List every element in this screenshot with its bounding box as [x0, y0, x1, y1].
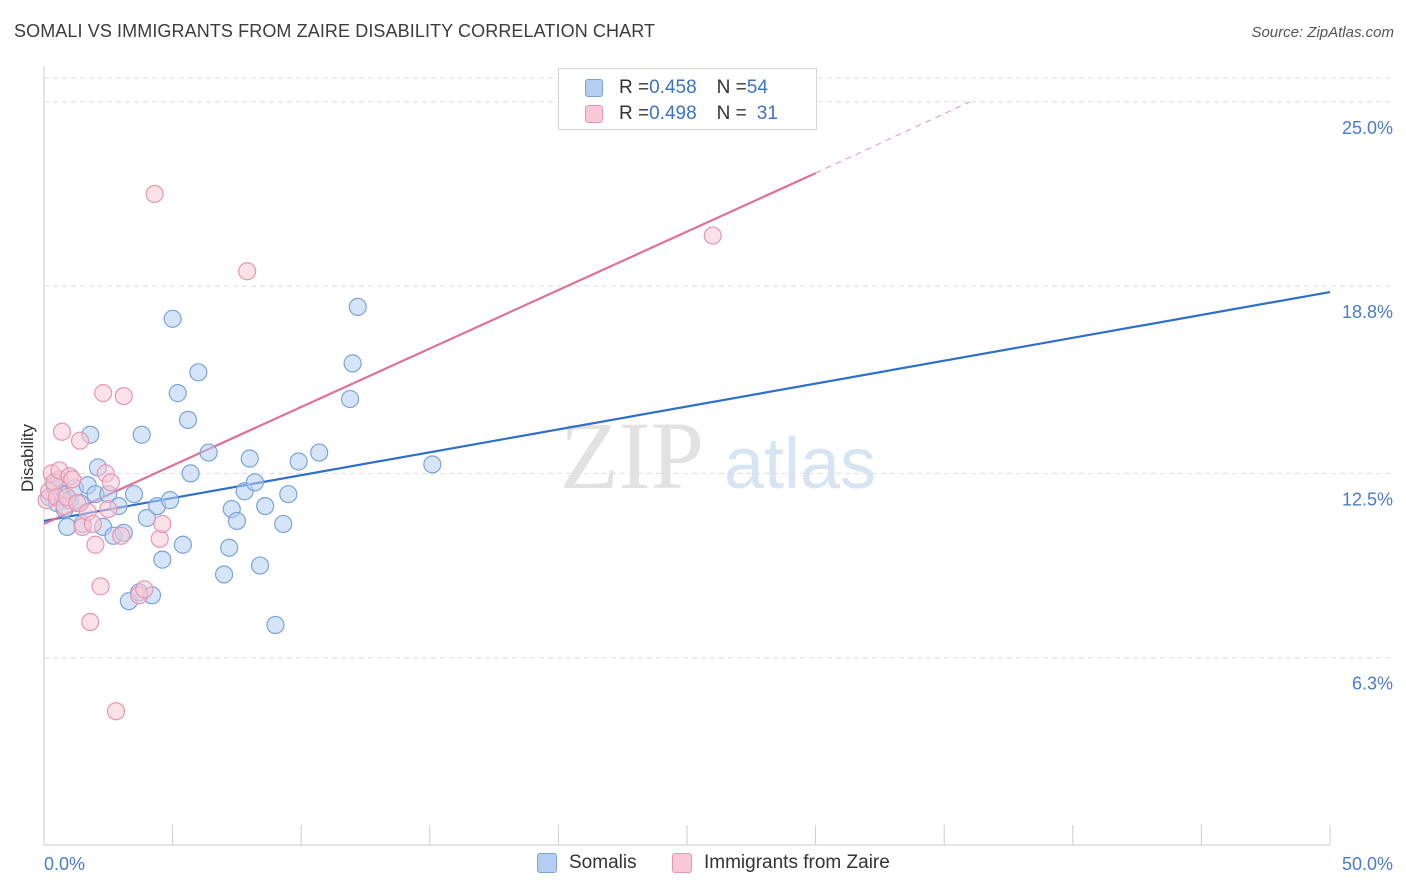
- somalis-swatch: [585, 79, 603, 97]
- watermark: ZIP atlas: [560, 402, 876, 509]
- grid-lines: [44, 77, 1392, 659]
- n-value: 54: [746, 77, 768, 98]
- somali-point[interactable]: [163, 309, 182, 328]
- somali-point[interactable]: [240, 449, 259, 468]
- zaire-point[interactable]: [112, 526, 131, 545]
- somali-point[interactable]: [348, 297, 367, 317]
- somali-point[interactable]: [178, 410, 198, 429]
- axis-labels: 6.3% 12.5% 18.8% 25.0% 0.0% 50.0% Disability: [18, 118, 1393, 874]
- somalis-legend-swatch: [537, 853, 557, 873]
- legend-label-zaire: Immigrants from Zaire: [704, 852, 890, 873]
- legend-item-zaire[interactable]: Immigrants from Zaire: [672, 852, 890, 874]
- zaire-point[interactable]: [106, 702, 126, 721]
- r-value: 0.498: [649, 103, 697, 124]
- chart-legend: Somalis Immigrants from Zaire: [0, 850, 1406, 878]
- somali-point[interactable]: [173, 535, 192, 554]
- x-tick-label-min: 0.0%: [44, 854, 85, 874]
- n-value: 31: [756, 103, 778, 124]
- zaire-point[interactable]: [52, 422, 72, 441]
- x-tick-label-max: 50.0%: [1342, 854, 1393, 874]
- data-points: [37, 184, 722, 721]
- zaire-swatch: [585, 105, 603, 123]
- watermark-zip: ZIP: [560, 402, 704, 509]
- legend-item-somalis[interactable]: Somalis: [537, 852, 637, 874]
- somali-point[interactable]: [256, 496, 275, 516]
- somali-point[interactable]: [58, 517, 77, 537]
- y-axis-title: Disability: [18, 423, 37, 492]
- n-label: N =: [716, 77, 747, 98]
- somali-point[interactable]: [199, 443, 218, 462]
- r-label: R =: [619, 103, 650, 124]
- y-tick-label: 6.3%: [1352, 674, 1393, 694]
- zaire-point[interactable]: [135, 580, 154, 599]
- watermark-atlas: atlas: [724, 424, 876, 504]
- zaire-point[interactable]: [91, 577, 110, 596]
- zaire-legend-swatch: [672, 853, 692, 873]
- zaire-point[interactable]: [94, 384, 113, 403]
- axes: [43, 66, 1331, 846]
- somali-point[interactable]: [274, 514, 293, 534]
- zaire-point[interactable]: [150, 529, 169, 548]
- somali-point[interactable]: [153, 550, 172, 569]
- somali-point[interactable]: [137, 508, 156, 528]
- zaire-point[interactable]: [238, 262, 257, 281]
- somali-point[interactable]: [245, 473, 265, 492]
- zaire-point[interactable]: [145, 184, 164, 204]
- zaire-point[interactable]: [86, 535, 105, 554]
- somali-point[interactable]: [124, 485, 144, 504]
- r-value: 0.458: [649, 77, 697, 98]
- somali-point[interactable]: [227, 511, 246, 531]
- somali-point[interactable]: [250, 556, 270, 575]
- stats-row-zaire: R = 0.498 N = 31: [585, 103, 778, 125]
- r-label: R =: [619, 77, 650, 98]
- somali-point[interactable]: [279, 485, 298, 504]
- y-tick-label: 12.5%: [1342, 489, 1393, 509]
- legend-label-somalis: Somalis: [569, 852, 637, 873]
- zaire-point[interactable]: [153, 514, 172, 534]
- somali-point[interactable]: [266, 615, 285, 635]
- zaire-trend-line: [43, 172, 817, 525]
- somali-point[interactable]: [168, 384, 187, 403]
- somali-point[interactable]: [343, 354, 362, 373]
- zaire-trend-extension: [815, 101, 971, 174]
- zaire-point[interactable]: [63, 470, 82, 489]
- somali-point[interactable]: [220, 538, 239, 557]
- somali-point[interactable]: [423, 455, 442, 474]
- somali-point[interactable]: [160, 491, 180, 510]
- stats-legend-box: R = 0.458 N = 54 R = 0.498 N = 31: [558, 68, 817, 130]
- n-label: N =: [716, 103, 747, 124]
- chart-source: Source: ZipAtlas.com: [1251, 24, 1394, 41]
- somali-point[interactable]: [340, 389, 360, 409]
- chart-title: SOMALI VS IMMIGRANTS FROM ZAIRE DISABILI…: [14, 21, 656, 41]
- zaire-point[interactable]: [83, 514, 102, 534]
- somali-point[interactable]: [189, 363, 208, 382]
- zaire-point[interactable]: [703, 226, 722, 245]
- zaire-point[interactable]: [99, 499, 118, 519]
- somali-point[interactable]: [310, 443, 329, 462]
- somali-point[interactable]: [132, 425, 151, 444]
- somali-point[interactable]: [289, 452, 308, 471]
- stats-row-somalis: R = 0.458 N = 54: [585, 77, 768, 99]
- somali-point[interactable]: [181, 464, 200, 483]
- y-tick-label: 25.0%: [1342, 118, 1393, 138]
- y-tick-label: 18.8%: [1342, 302, 1393, 322]
- zaire-point[interactable]: [81, 612, 100, 632]
- zaire-point[interactable]: [70, 431, 90, 450]
- zaire-point[interactable]: [114, 386, 133, 406]
- somali-point[interactable]: [214, 565, 234, 584]
- zaire-point[interactable]: [101, 473, 120, 492]
